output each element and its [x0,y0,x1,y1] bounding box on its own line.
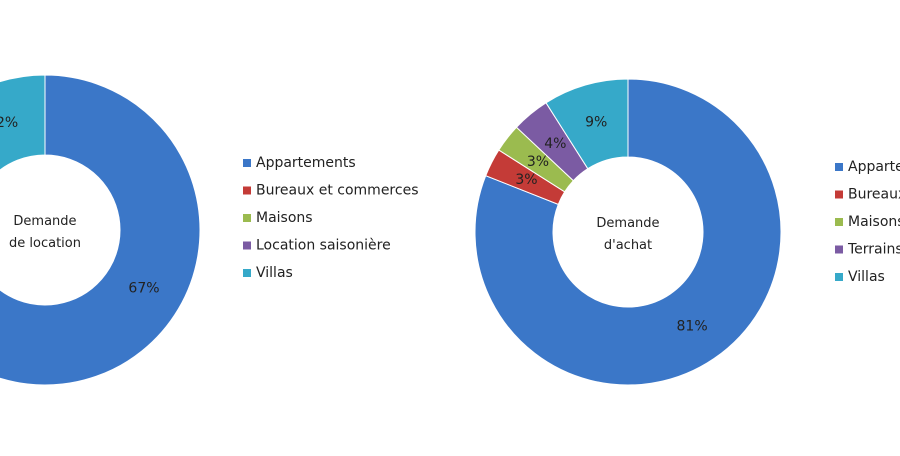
legend-swatch [243,159,251,167]
center-title-line: Demande [596,216,659,231]
legend-label: Bureaux et commerces [256,183,418,199]
legend-label: Maisons [256,210,313,226]
legend-swatch [835,190,843,199]
center-title-line: Demande [13,214,76,229]
legend-swatch [835,245,843,254]
donut-segment [474,78,782,386]
legend-swatch [243,214,251,222]
donut-segment [0,74,46,171]
legend-label: Villas [256,265,293,281]
data-label: 4% [544,136,566,152]
legend-label: Appartements [848,159,900,175]
legend-swatch [243,241,251,250]
legend-label: Terrains [847,242,900,258]
legend-label: Maisons [848,214,900,230]
center-title: Demande d'achat [596,216,659,253]
center-title-line: d'achat [604,238,652,253]
legend-label: Appartements [256,155,356,171]
data-label: 81% [677,318,708,334]
legend-swatch [835,218,843,226]
legend-swatch [243,186,251,195]
donut-segment [0,74,201,386]
center-title-line: de location [9,236,81,251]
center-title: Demande de location [9,214,81,251]
legend-label: Bureaux et commerces [848,187,900,203]
data-label: 3% [515,172,537,188]
legend-swatch [243,269,251,277]
donut-segment [545,78,629,170]
data-label: 12% [0,115,18,131]
legend-swatch [835,163,843,171]
legend-label: Location saisonière [256,238,391,254]
data-label: 9% [585,115,607,131]
legend-label: Villas [848,269,885,285]
legend-swatch [835,273,843,281]
data-label: 3% [527,154,549,170]
data-label: 67% [128,281,159,297]
